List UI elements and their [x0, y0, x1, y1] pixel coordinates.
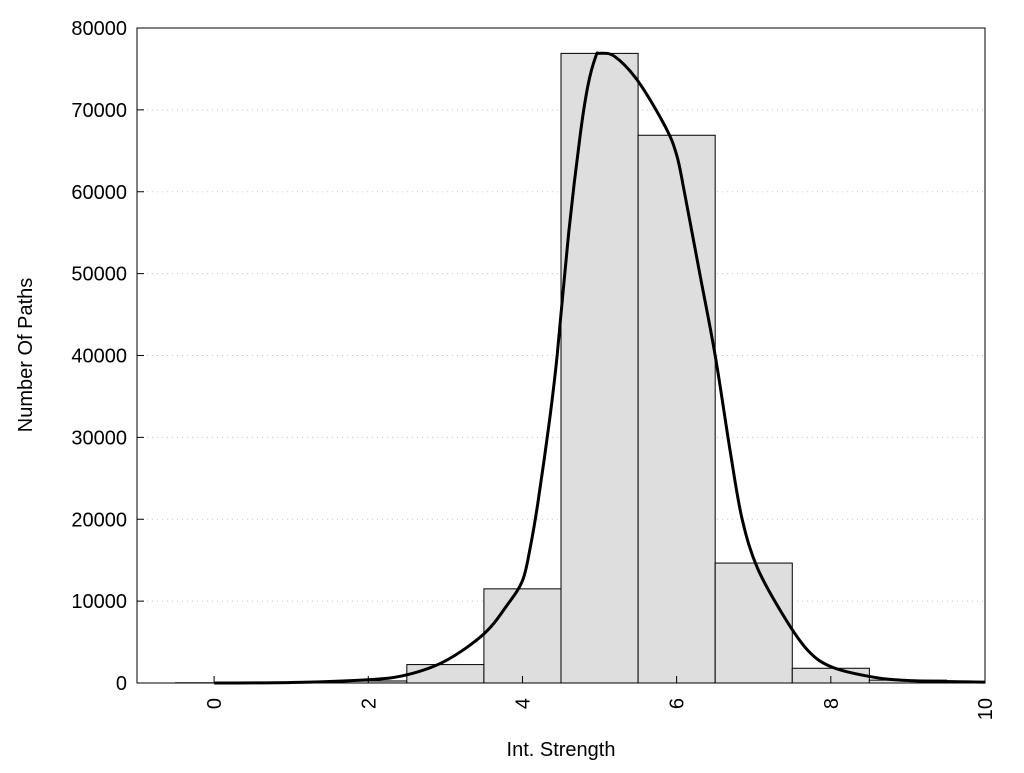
- y-tick-label: 30000: [71, 427, 127, 449]
- x-tick-label: 10: [975, 698, 997, 720]
- y-tick-label: 0: [116, 673, 127, 695]
- bar: [407, 665, 484, 683]
- y-tick-label: 60000: [71, 182, 127, 204]
- y-tick-label: 50000: [71, 264, 127, 286]
- bar: [638, 135, 715, 683]
- y-tick-label: 40000: [71, 346, 127, 368]
- x-tick-label: 4: [512, 698, 534, 709]
- y-tick-label: 80000: [71, 18, 127, 40]
- bar: [561, 53, 638, 683]
- x-axis-label: Int. Strength: [507, 739, 616, 761]
- y-tick-label: 70000: [71, 100, 127, 122]
- x-tick-label: 0: [204, 698, 226, 709]
- bar: [484, 589, 561, 683]
- bars: [176, 53, 985, 683]
- bar: [715, 563, 792, 683]
- y-tick-label: 10000: [71, 591, 127, 613]
- x-tick-label: 2: [358, 698, 380, 709]
- x-tick-label: 6: [667, 698, 689, 709]
- y-axis: 0 10000 20000 30000 40000 50000 60000 70000 8000…: [71, 18, 144, 695]
- y-axis-label: Number Of Paths: [15, 278, 37, 433]
- x-tick-label: 8: [821, 698, 843, 709]
- y-tick-label: 20000: [71, 509, 127, 531]
